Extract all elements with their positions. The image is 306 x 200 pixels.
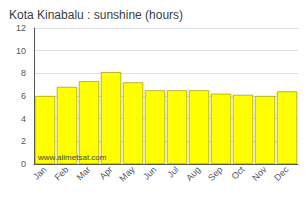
svg-text:Dec: Dec — [272, 164, 291, 183]
svg-text:Jan: Jan — [31, 164, 48, 181]
svg-text:0: 0 — [21, 159, 26, 169]
svg-text:Apr: Apr — [98, 164, 115, 181]
svg-text:www.allmetsat.com: www.allmetsat.com — [37, 153, 107, 162]
svg-text:Jul: Jul — [165, 164, 180, 179]
svg-text:Jun: Jun — [141, 164, 158, 181]
svg-text:10: 10 — [16, 46, 26, 56]
svg-text:4: 4 — [21, 114, 26, 124]
svg-text:12: 12 — [16, 23, 26, 33]
svg-text:May: May — [117, 164, 136, 183]
svg-text:Oct: Oct — [230, 164, 247, 181]
svg-text:Nov: Nov — [250, 164, 269, 183]
svg-text:6: 6 — [21, 91, 26, 101]
svg-text:2: 2 — [21, 136, 26, 146]
svg-text:Kota Kinabalu : sunshine (hour: Kota Kinabalu : sunshine (hours) — [9, 8, 183, 22]
svg-text:Mar: Mar — [75, 164, 93, 182]
svg-text:Sep: Sep — [206, 164, 224, 182]
svg-text:Feb: Feb — [53, 164, 71, 182]
svg-text:8: 8 — [21, 68, 26, 78]
svg-text:Aug: Aug — [184, 164, 202, 182]
